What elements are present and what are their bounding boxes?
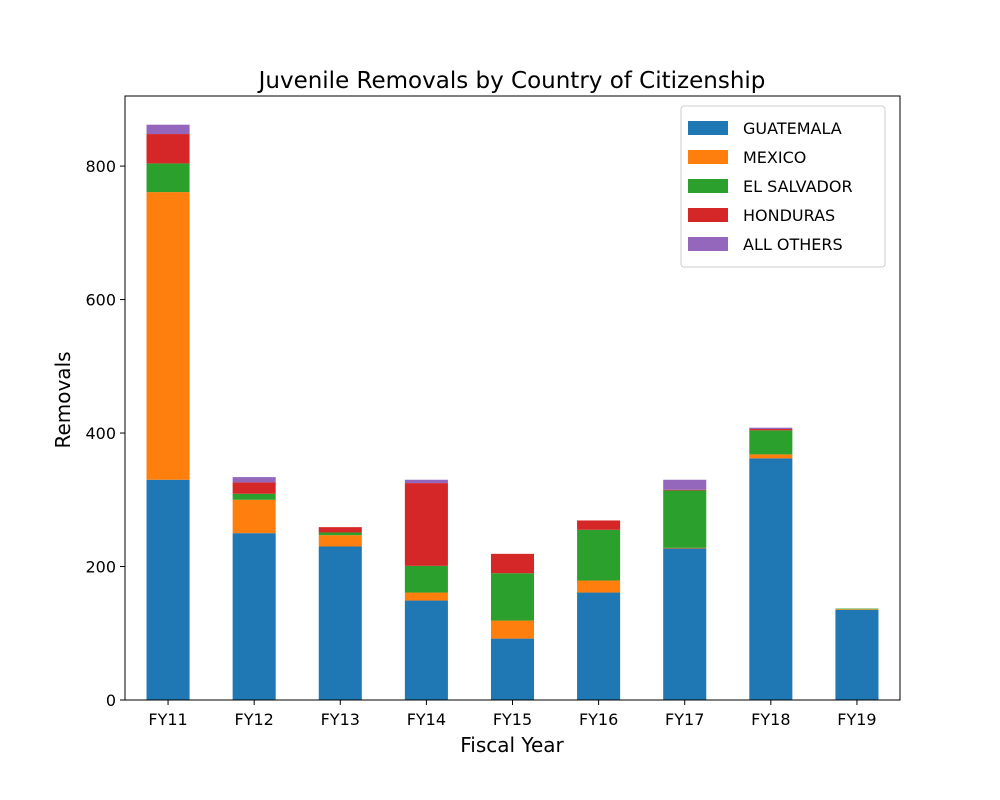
bar-segment-fy19-el-salvador [835,608,879,610]
bar-segment-fy16-guatemala [577,592,621,700]
bar-segment-fy11-el-salvador [146,163,190,193]
x-tick-label: FY11 [148,710,187,729]
legend-swatch-mexico [688,150,728,164]
bar-segment-fy18-all-others [749,427,793,430]
bar-segment-fy12-el-salvador [232,493,276,500]
bar-segment-fy11-all-others [146,124,190,135]
bar-segment-fy13-mexico [318,535,362,547]
bar-segment-fy12-all-others [232,477,276,483]
bar-segment-fy12-honduras [232,482,276,494]
bar-segment-fy18-guatemala [749,458,793,700]
legend-box [680,105,886,268]
y-tick-label: 0 [106,691,116,710]
x-tick-label: FY16 [579,710,618,729]
bar-segment-fy14-el-salvador [404,565,448,593]
x-tick-label: FY12 [234,710,273,729]
y-tick-label: 800 [85,157,116,176]
bar-segment-fy18-el-salvador [749,430,793,455]
bar-segment-fy17-el-salvador [663,490,707,548]
bar-segment-fy17-mexico [663,547,707,549]
x-axis-label: Fiscal Year [460,733,564,757]
x-tick-label: FY18 [751,710,790,729]
x-tick-label: FY15 [493,710,532,729]
bar-segment-fy12-guatemala [232,533,276,700]
x-tick-label: FY17 [665,710,704,729]
legend-label-guatemala: GUATEMALA [743,119,842,138]
bar-segment-fy13-honduras [318,527,362,533]
bar-segment-fy15-guatemala [490,638,535,700]
bar-segment-fy16-mexico [577,580,621,593]
bar-segment-fy18-mexico [749,454,793,459]
legend: GUATEMALA MEXICO EL SALVADOR HONDURAS ALL OT… [680,105,886,268]
bar-segment-fy12-mexico [232,499,276,534]
x-tick-label: FY14 [407,710,446,729]
bar-segment-fy11-honduras [146,134,190,164]
bar-segment-fy19-mexico [835,609,879,610]
legend-swatch-guatemala [688,121,728,135]
x-tick-label: FY19 [837,710,876,729]
y-tick-label: 400 [85,424,116,443]
bar-segment-fy14-honduras [404,483,448,566]
bar-segment-fy18-honduras [749,429,793,431]
bar-segment-fy19-guatemala [835,609,879,700]
x-axis: FY11 FY12 FY13 FY14 FY15 FY16 FY17 FY18 FY19 [148,700,877,729]
bar-segment-fy15-mexico [490,620,535,639]
bar-segment-fy15-el-salvador [490,573,535,621]
bar-segment-fy13-guatemala [318,546,362,700]
bar-segment-fy17-all-others [663,479,707,490]
legend-swatch-all-others [688,237,728,251]
y-axis: 0 200 400 600 800 [85,157,125,710]
legend-label-el-salvador: EL SALVADOR [743,177,853,196]
bars-group [146,124,879,700]
bar-segment-fy16-honduras [577,520,621,530]
bar-segment-fy11-mexico [146,192,190,480]
legend-label-mexico: MEXICO [743,148,806,167]
bar-segment-fy14-mexico [404,592,448,601]
y-tick-label: 600 [85,291,116,310]
legend-label-all-others: ALL OTHERS [743,235,843,254]
bar-segment-fy14-all-others [404,479,448,484]
bar-segment-fy15-honduras [490,553,535,574]
legend-label-honduras: HONDURAS [743,206,835,225]
legend-swatch-el-salvador [688,179,728,193]
bar-segment-fy17-honduras [663,489,707,491]
legend-swatch-honduras [688,208,728,222]
bar-segment-fy14-guatemala [404,600,448,700]
y-axis-label: Removals [51,351,75,448]
bar-segment-fy11-guatemala [146,479,190,700]
bar-segment-fy17-guatemala [663,548,707,700]
bar-segment-fy16-el-salvador [577,529,621,581]
bar-segment-fy13-el-salvador [318,532,362,536]
x-tick-label: FY13 [321,710,360,729]
chart-title: Juvenile Removals by Country of Citizens… [257,68,766,94]
y-tick-label: 200 [85,558,116,577]
